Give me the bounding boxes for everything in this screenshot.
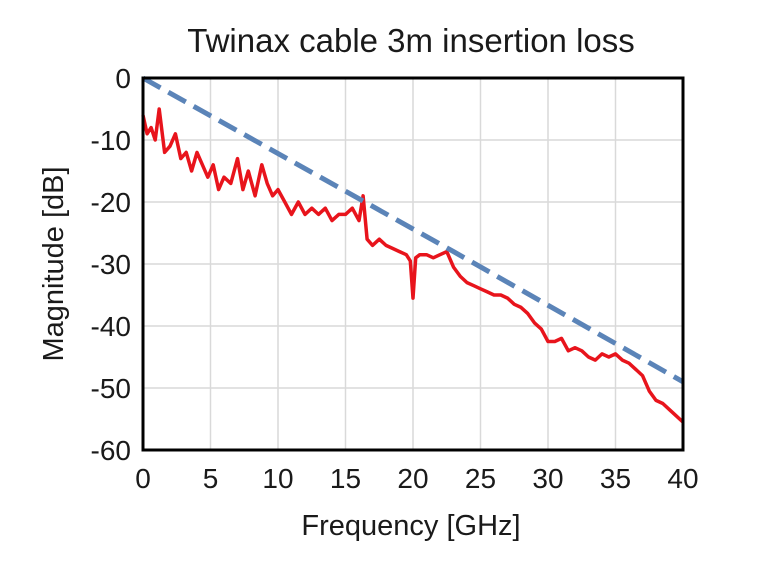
- dashed-fit-line: [141, 75, 685, 384]
- y-tick-label: -10: [91, 125, 131, 156]
- x-tick-label: 0: [135, 463, 151, 494]
- x-tick-label: 25: [465, 463, 496, 494]
- grid: [142, 77, 684, 451]
- x-tick-label: 40: [667, 463, 698, 494]
- chart-title: Twinax cable 3m insertion loss: [187, 22, 635, 59]
- x-tick-label: 10: [262, 463, 293, 494]
- y-tick-labels: 0 -10 -20 -30 -40 -50 -60: [91, 63, 131, 466]
- y-tick-label: -50: [91, 373, 131, 404]
- y-tick-label: -60: [91, 435, 131, 466]
- y-tick-label: -40: [91, 311, 131, 342]
- x-tick-label: 35: [600, 463, 631, 494]
- x-tick-labels: 0 5 10 15 20 25 30 35 40: [135, 463, 698, 494]
- measured-loss-line: [141, 107, 685, 424]
- x-tick-label: 15: [330, 463, 361, 494]
- y-tick-label: -30: [91, 249, 131, 280]
- plot-frame: [141, 76, 685, 452]
- y-axis-label: Magnitude [dB]: [38, 166, 70, 361]
- x-axis-label: Frequency [GHz]: [301, 510, 520, 542]
- x-tick-label: 5: [203, 463, 219, 494]
- y-tick-label: -20: [91, 187, 131, 218]
- series-layer: [141, 75, 685, 424]
- x-tick-label: 20: [397, 463, 428, 494]
- x-tick-label: 30: [532, 463, 563, 494]
- y-tick-label: 0: [115, 63, 131, 94]
